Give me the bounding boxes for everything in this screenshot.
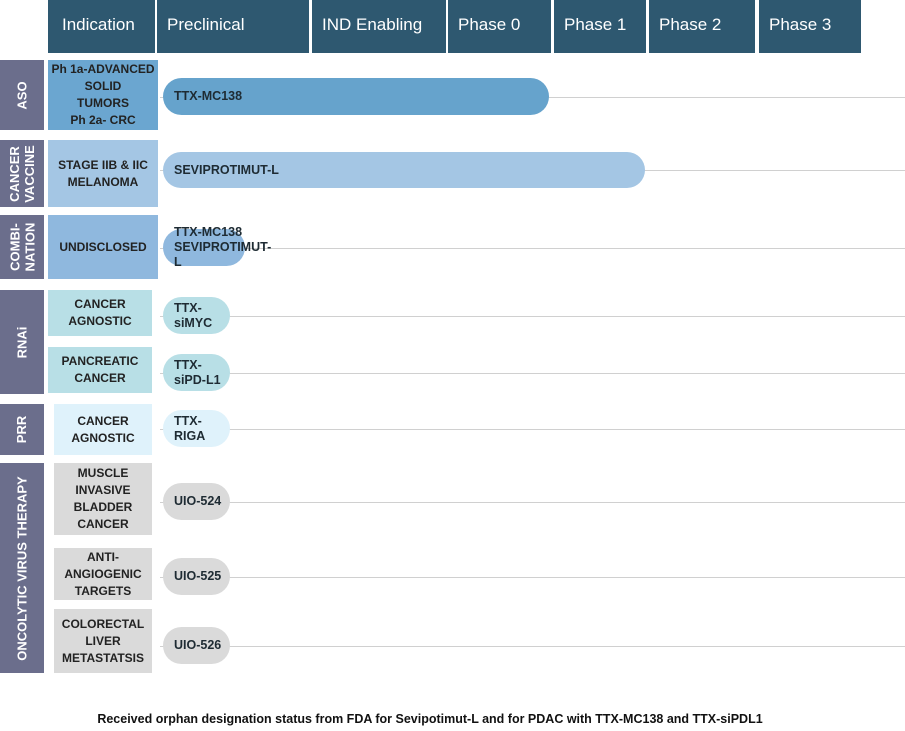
group-label: CANCER VACCINE — [0, 140, 44, 207]
header-ind-enabling: IND Enabling — [312, 0, 446, 53]
program-bar: UIO-526 — [163, 627, 230, 664]
program-bar: TTX-MC138 SEVIPROTIMUT-L — [163, 225, 271, 269]
group-label: RNAi — [0, 290, 44, 394]
indication-cell: PANCREATIC CANCER — [48, 347, 152, 393]
group-label-text: RNAi — [14, 326, 30, 358]
program-bar: TTX-siMYC — [163, 297, 230, 334]
header-phase-2: Phase 2 — [649, 0, 755, 53]
group-label-text: PRR — [14, 415, 30, 444]
row-track-line — [160, 502, 905, 503]
program-bar: TTX-RIGA — [163, 410, 230, 447]
footnote: Received orphan designation status from … — [97, 712, 763, 726]
indication-cell: CANCER AGNOSTIC — [48, 290, 152, 336]
indication-cell: COLORECTAL LIVER METASTATSIS — [54, 609, 152, 673]
group-label-text: COMBI- NATION — [7, 222, 37, 272]
header-indication: Indication — [48, 0, 155, 53]
indication-cell: CANCER AGNOSTIC — [54, 404, 152, 455]
indication-cell: MUSCLE INVASIVE BLADDER CANCER — [54, 463, 152, 535]
program-bar: TTX-MC138 — [163, 78, 549, 115]
row-track-line — [160, 577, 905, 578]
group-label: PRR — [0, 404, 44, 455]
group-label: COMBI- NATION — [0, 215, 44, 279]
row-track-line — [160, 429, 905, 430]
header-phase-3: Phase 3 — [759, 0, 861, 53]
header-phase-0: Phase 0 — [448, 0, 551, 53]
row-track-line — [160, 373, 905, 374]
program-bar: UIO-525 — [163, 558, 230, 595]
indication-cell: STAGE IIB & IIC MELANOMA — [48, 140, 158, 207]
indication-cell: ANTI- ANGIOGENIC TARGETS — [54, 548, 152, 600]
program-bar: SEVIPROTIMUT-L — [163, 152, 645, 188]
group-label: ONCOLYTIC VIRUS THERAPY — [0, 463, 44, 673]
program-bar: UIO-524 — [163, 483, 230, 520]
program-bar: TTX-siPD-L1 — [163, 354, 230, 391]
row-track-line — [160, 316, 905, 317]
row-track-line — [160, 646, 905, 647]
group-label-text: ONCOLYTIC VIRUS THERAPY — [14, 475, 30, 661]
header-phase-1: Phase 1 — [554, 0, 646, 53]
row-track-line — [160, 248, 905, 249]
header-preclinical: Preclinical — [157, 0, 309, 53]
indication-cell: UNDISCLOSED — [48, 215, 158, 279]
group-label-text: CANCER VACCINE — [7, 144, 38, 203]
group-label: ASO — [0, 60, 44, 130]
indication-cell: Ph 1a-ADVANCED SOLID TUMORS Ph 2a- CRC — [48, 60, 158, 130]
group-label-text: ASO — [14, 80, 30, 110]
